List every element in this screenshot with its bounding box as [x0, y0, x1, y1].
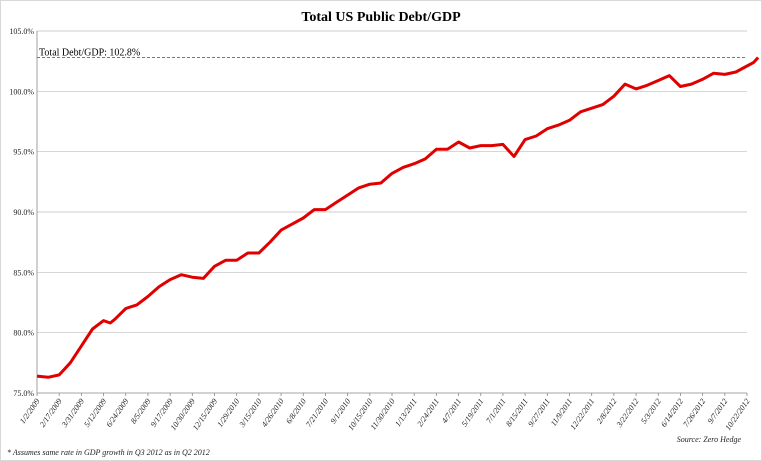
x-tick-label: 9/7/2012 [706, 397, 730, 425]
reference-line-label: Total Debt/GDP: 102.8% [39, 48, 140, 59]
y-axis-ticks: 75.0% 80.0% 85.0% 90.0% 95.0% 100.0% 105.0% [9, 27, 34, 398]
y-tick-label: 95.0% [13, 148, 34, 157]
source-note: Source: Zero Hedge [677, 435, 742, 444]
series-line [36, 56, 760, 379]
y-tick-label: 90.0% [13, 208, 34, 217]
x-tick-label: 3/15/2010 [237, 397, 264, 430]
y-tick-label: 85.0% [13, 268, 34, 277]
x-tick-label: 2/24/2011 [415, 397, 441, 428]
x-tick-label: 5/19/2011 [460, 397, 486, 428]
y-tick-label: 100.0% [9, 87, 34, 96]
chart-title: Total US Public Debt/GDP [301, 10, 461, 25]
x-tick-label: 6/8/2010 [284, 397, 308, 425]
x-tick-label: 9/1/2010 [329, 397, 353, 425]
footnote: * Assumes same rate in GDP growth in Q3 … [7, 448, 210, 457]
x-tick-label: 6/24/2009 [104, 397, 130, 429]
x-tick-label: 7/21/2010 [304, 397, 330, 429]
x-tick-label: 3/22/2012 [614, 397, 641, 430]
y-tick-label: 105.0% [9, 27, 34, 36]
x-tick-label: 7/26/2012 [681, 397, 707, 429]
x-tick-label: 4/7/2011 [440, 397, 463, 425]
y-tick-label: 75.0% [13, 389, 34, 398]
x-tick-label: 2/8/2012 [595, 397, 619, 425]
y-tick-label: 80.0% [13, 329, 34, 338]
x-axis-ticks: 1/2/20092/17/20093/31/20095/12/20096/24/… [18, 393, 752, 432]
x-tick-label: 1/2/2009 [18, 397, 42, 425]
grid-layer [36, 30, 747, 394]
x-tick-label: 9/27/2011 [526, 397, 552, 428]
series-layer [36, 56, 760, 379]
x-tick-label: 7/1/2011 [484, 397, 507, 425]
x-tick-label: 4/26/2010 [260, 397, 286, 429]
x-tick-label: 3/31/2009 [59, 397, 86, 430]
x-tick-label: 5/3/2012 [639, 397, 663, 425]
x-tick-label: 8/5/2009 [129, 397, 153, 425]
